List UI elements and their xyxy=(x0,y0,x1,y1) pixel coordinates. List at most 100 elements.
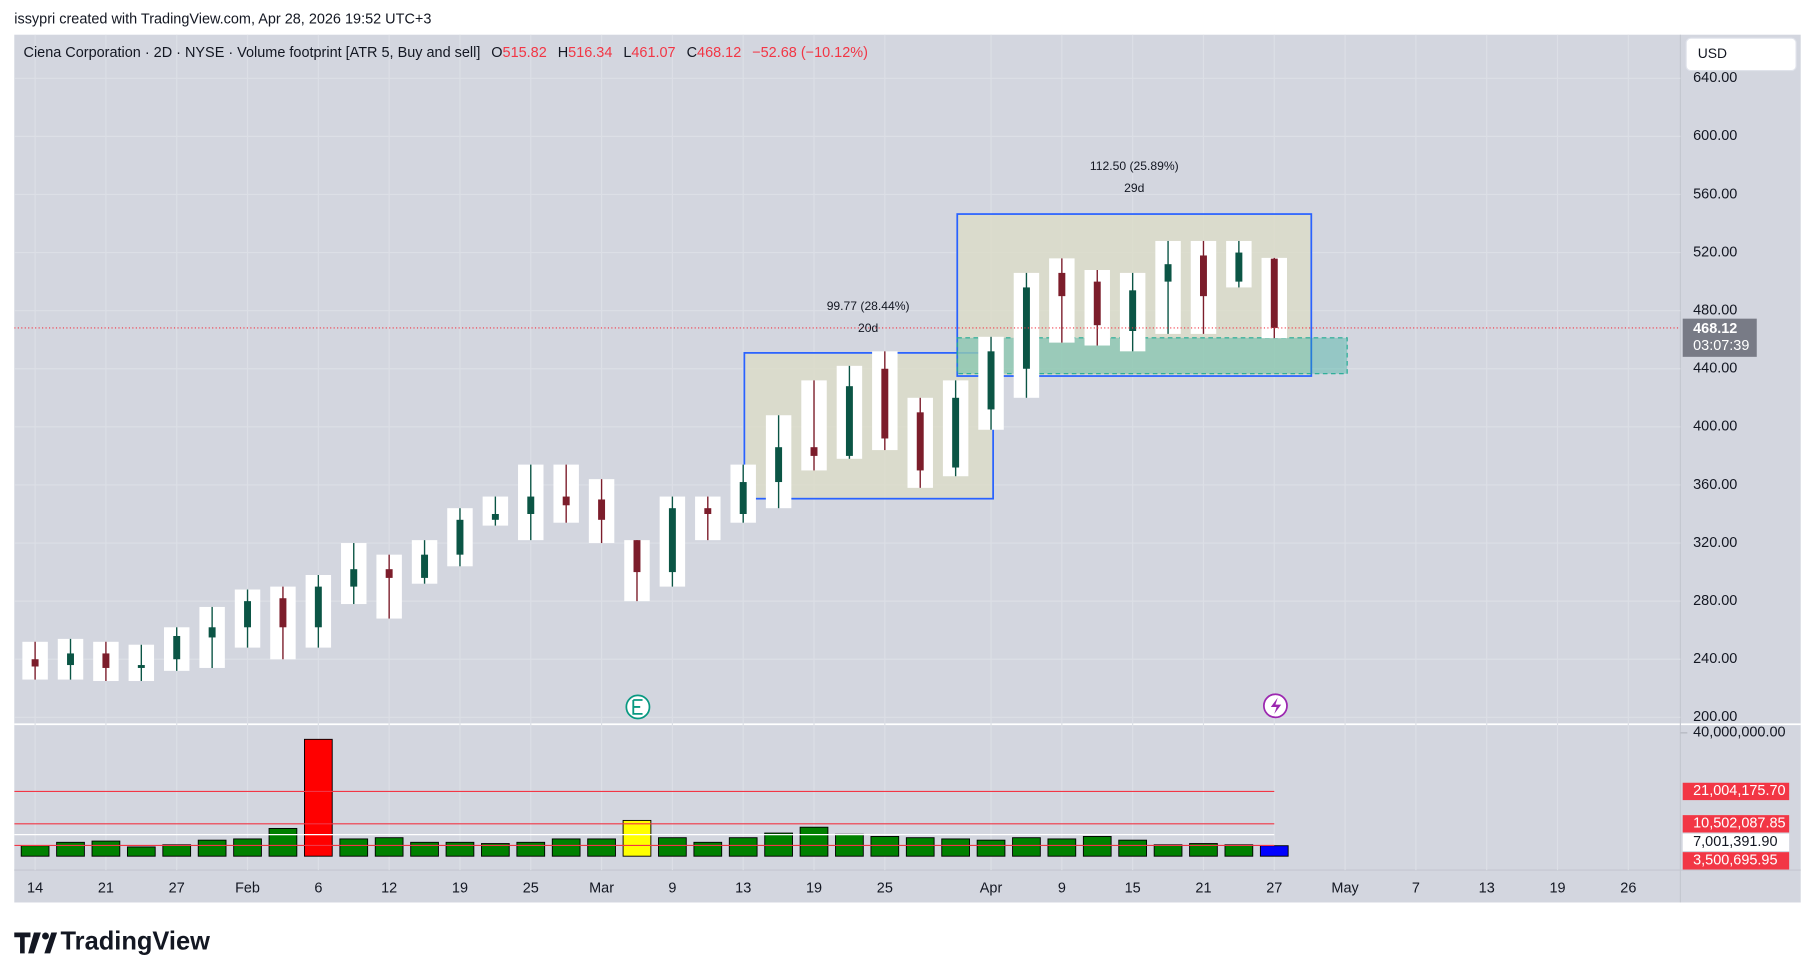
candle-body xyxy=(1164,264,1172,282)
volume-bar xyxy=(91,840,121,857)
x-tick-label: May xyxy=(1331,880,1359,896)
axes: 200.00 240.00 280.00 320.00 360.00 400.00 440.… xyxy=(27,70,1790,896)
volume-tick-label: 40,000,000.00 xyxy=(1693,725,1785,741)
volume-bar xyxy=(1082,836,1112,857)
candle-body xyxy=(739,482,747,514)
x-tick-label: Feb xyxy=(235,880,260,896)
volume xyxy=(14,738,1289,857)
x-tick-label: 19 xyxy=(806,880,822,896)
volume-bar xyxy=(1012,837,1041,857)
candle-body xyxy=(102,653,110,668)
volume-bar xyxy=(1118,839,1148,857)
volume-bar xyxy=(587,838,616,857)
candle-body xyxy=(137,665,145,668)
volume-bar xyxy=(622,819,652,857)
x-tick-label: 25 xyxy=(523,880,539,896)
volume-bar xyxy=(1259,845,1289,857)
volume-level-box xyxy=(1682,782,1790,801)
volume-bar xyxy=(516,841,546,857)
legend-value: 515.82 xyxy=(503,45,547,61)
candle-body xyxy=(668,508,676,573)
candle-body xyxy=(845,386,853,456)
x-tick-label: 9 xyxy=(668,880,676,896)
volume-bar xyxy=(1189,843,1218,857)
candle-body xyxy=(1129,290,1137,331)
range-annotation: 29d xyxy=(1124,181,1144,195)
candle-body xyxy=(421,554,429,578)
candle-body xyxy=(562,496,570,506)
y-tick-label: 400.00 xyxy=(1693,419,1737,435)
dividend-icon[interactable] xyxy=(1262,693,1288,719)
volume-level-tag: 10,502,087.85 xyxy=(1682,815,1790,833)
volume-level-label: 10,502,087.85 xyxy=(1693,816,1785,832)
y-tick-label: 440.00 xyxy=(1693,361,1737,377)
y-tick-label: 240.00 xyxy=(1693,651,1737,667)
candle-body xyxy=(916,412,924,471)
volume-bar xyxy=(197,839,227,857)
volume-bar xyxy=(976,839,1006,857)
volume-level-box xyxy=(1682,852,1790,870)
volume-bar xyxy=(870,836,900,857)
candles xyxy=(14,240,1681,682)
x-tick-label: 26 xyxy=(1620,880,1636,896)
volume-bar xyxy=(374,837,404,857)
legend-change: −52.68 (−10.12%) xyxy=(752,45,868,61)
x-tick-label: 19 xyxy=(1549,880,1565,896)
volume-bar xyxy=(445,841,475,857)
volume-level-box xyxy=(1682,815,1790,833)
candle-body xyxy=(952,397,960,468)
legend-label: L xyxy=(623,45,631,61)
range-annotation: 99.77 (28.44%) xyxy=(827,299,910,313)
candle-body xyxy=(598,499,606,520)
candle-body xyxy=(491,513,499,520)
countdown-label: 03:07:39 xyxy=(1693,338,1749,354)
candle-body xyxy=(881,368,889,439)
legend-label: H xyxy=(558,45,568,61)
x-tick-label: 19 xyxy=(452,880,468,896)
candle-body xyxy=(987,351,995,410)
legend-value: 516.34 xyxy=(568,45,612,61)
candle-body xyxy=(350,569,358,587)
x-tick-label: 21 xyxy=(1195,880,1211,896)
volume-bar xyxy=(658,837,687,857)
volume-bar xyxy=(126,846,156,857)
candle-body xyxy=(1022,287,1030,369)
volume-level-tag: 7,001,391.90 xyxy=(1682,833,1790,852)
candle-body xyxy=(173,635,181,660)
x-tick-label: 25 xyxy=(877,880,893,896)
legend-label: C xyxy=(687,45,697,61)
legend-label: O xyxy=(491,45,502,61)
volume-bar xyxy=(303,738,333,857)
volume-level-tag: 21,004,175.70 xyxy=(1682,782,1790,801)
x-tick-label: 15 xyxy=(1125,880,1141,896)
volume-bar xyxy=(20,845,50,857)
candle-body xyxy=(1199,255,1207,297)
x-tick-label: 27 xyxy=(169,880,185,896)
x-tick-label: 14 xyxy=(27,880,43,896)
x-tick-label: Apr xyxy=(980,880,1003,896)
volume-bar xyxy=(764,832,793,857)
range-annotation: 112.50 (25.89%) xyxy=(1090,159,1179,173)
x-tick-label: 27 xyxy=(1266,880,1282,896)
earnings-icon[interactable] xyxy=(625,694,651,720)
x-tick-label: 12 xyxy=(381,880,397,896)
range-annotation: 20d xyxy=(858,321,878,335)
x-tick-label: 13 xyxy=(1479,880,1495,896)
last-price-label: 468.12 xyxy=(1693,321,1737,337)
currency-selector[interactable]: USD xyxy=(1685,37,1797,72)
y-tick-label: 480.00 xyxy=(1693,302,1737,318)
volume-level-label: 7,001,391.90 xyxy=(1693,834,1777,850)
currency-label[interactable]: USD xyxy=(1698,45,1727,61)
volume-bar xyxy=(1224,844,1254,857)
x-tick-label: Mar xyxy=(589,880,614,896)
volume-level-label: 3,500,695.95 xyxy=(1693,853,1777,869)
volume-bar xyxy=(728,837,758,857)
candle-body xyxy=(1058,272,1066,297)
candle-body xyxy=(456,519,464,555)
volume-bar xyxy=(410,841,439,857)
candle-body xyxy=(633,540,641,573)
y-tick-label: 640.00 xyxy=(1693,70,1737,86)
candle-body xyxy=(31,659,39,667)
